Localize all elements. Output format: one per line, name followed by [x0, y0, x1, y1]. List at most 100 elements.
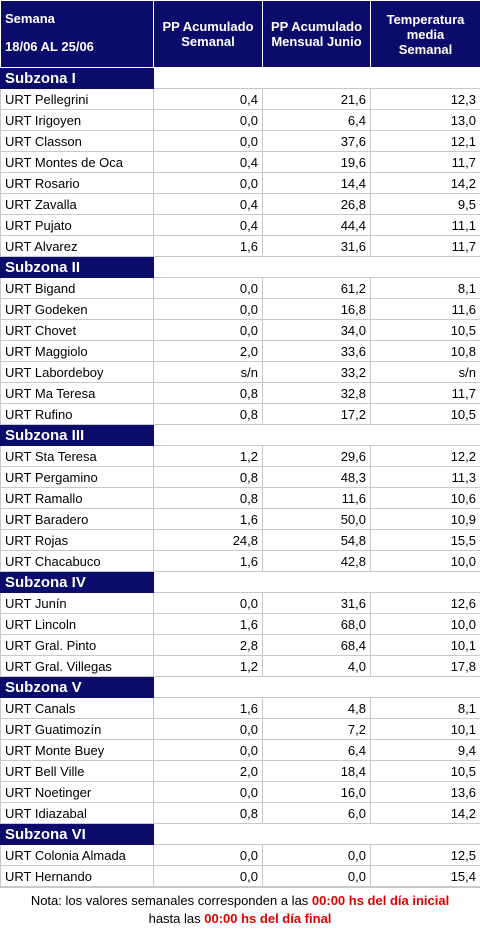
- station-name: URT Bell Ville: [1, 761, 154, 782]
- value-cell: 11,3: [371, 467, 480, 488]
- station-name: URT Rufino: [1, 404, 154, 425]
- station-name: URT Classon: [1, 131, 154, 152]
- zone-row: Subzona IV: [1, 572, 480, 593]
- value-cell: 0,0: [154, 110, 263, 131]
- value-cell: 11,6: [263, 488, 371, 509]
- zone-row: Subzona II: [1, 257, 480, 278]
- station-name: URT Chacabuco: [1, 551, 154, 572]
- value-cell: 44,4: [263, 215, 371, 236]
- value-cell: 2,8: [154, 635, 263, 656]
- value-cell: 2,0: [154, 341, 263, 362]
- station-name: URT Noetinger: [1, 782, 154, 803]
- value-cell: 42,8: [263, 551, 371, 572]
- header-line: media: [375, 27, 476, 42]
- value-cell: 1,2: [154, 656, 263, 677]
- station-name: URT Chovet: [1, 320, 154, 341]
- value-cell: 10,1: [371, 719, 480, 740]
- header-period: 18/06 AL 25/06: [5, 33, 149, 61]
- zone-blank: [154, 677, 480, 698]
- zone-row: Subzona I: [1, 68, 480, 89]
- value-cell: 0,8: [154, 488, 263, 509]
- value-cell: 1,6: [154, 236, 263, 257]
- station-name: URT Pergamino: [1, 467, 154, 488]
- station-name: URT Ramallo: [1, 488, 154, 509]
- value-cell: 12,5: [371, 845, 480, 866]
- value-cell: 16,0: [263, 782, 371, 803]
- value-cell: 10,0: [371, 614, 480, 635]
- value-cell: 34,0: [263, 320, 371, 341]
- header-line: PP Acumulado: [267, 19, 366, 34]
- note-line: hasta las 00:00 hs del día final: [0, 910, 480, 928]
- station-name: URT Rojas: [1, 530, 154, 551]
- value-cell: 10,1: [371, 635, 480, 656]
- value-cell: 1,2: [154, 446, 263, 467]
- header-line: Temperatura: [375, 12, 476, 27]
- header-title: Semana: [5, 5, 149, 33]
- value-cell: 9,4: [371, 740, 480, 761]
- zone-name: Subzona VI: [1, 824, 154, 845]
- value-cell: 0,0: [154, 299, 263, 320]
- zone-blank: [154, 257, 480, 278]
- value-cell: 10,6: [371, 488, 480, 509]
- station-name: URT Sta Teresa: [1, 446, 154, 467]
- value-cell: s/n: [371, 362, 480, 383]
- value-cell: 0,0: [154, 719, 263, 740]
- value-cell: 0,0: [154, 866, 263, 887]
- station-name: URT Junín: [1, 593, 154, 614]
- zone-blank: [154, 824, 480, 845]
- value-cell: 4,8: [263, 698, 371, 719]
- value-cell: 32,8: [263, 383, 371, 404]
- value-cell: 0,8: [154, 404, 263, 425]
- value-cell: 21,6: [263, 89, 371, 110]
- value-cell: 10,5: [371, 761, 480, 782]
- note-text: hasta las: [149, 911, 205, 926]
- value-cell: 68,4: [263, 635, 371, 656]
- value-cell: 0,0: [154, 278, 263, 299]
- value-cell: 0,4: [154, 215, 263, 236]
- value-cell: 6,4: [263, 740, 371, 761]
- value-cell: 50,0: [263, 509, 371, 530]
- station-name: URT Rosario: [1, 173, 154, 194]
- zone-name: Subzona V: [1, 677, 154, 698]
- value-cell: 9,5: [371, 194, 480, 215]
- value-cell: 12,3: [371, 89, 480, 110]
- zone-blank: [154, 425, 480, 446]
- value-cell: 11,7: [371, 236, 480, 257]
- station-name: URT Pellegrini: [1, 89, 154, 110]
- zone-row: Subzona V: [1, 677, 480, 698]
- station-name: URT Ma Teresa: [1, 383, 154, 404]
- station-name: URT Alvarez: [1, 236, 154, 257]
- zone-blank: [154, 572, 480, 593]
- header-line: Semanal: [158, 34, 258, 49]
- value-cell: 14,2: [371, 803, 480, 824]
- note-highlight: 00:00 hs del día final: [204, 911, 331, 926]
- value-cell: 33,2: [263, 362, 371, 383]
- station-name: URT Colonia Almada: [1, 845, 154, 866]
- value-cell: 0,8: [154, 467, 263, 488]
- value-cell: 0,0: [154, 173, 263, 194]
- value-cell: 1,6: [154, 614, 263, 635]
- station-name: URT Irigoyen: [1, 110, 154, 131]
- value-cell: 26,8: [263, 194, 371, 215]
- value-cell: 11,1: [371, 215, 480, 236]
- value-cell: 1,6: [154, 551, 263, 572]
